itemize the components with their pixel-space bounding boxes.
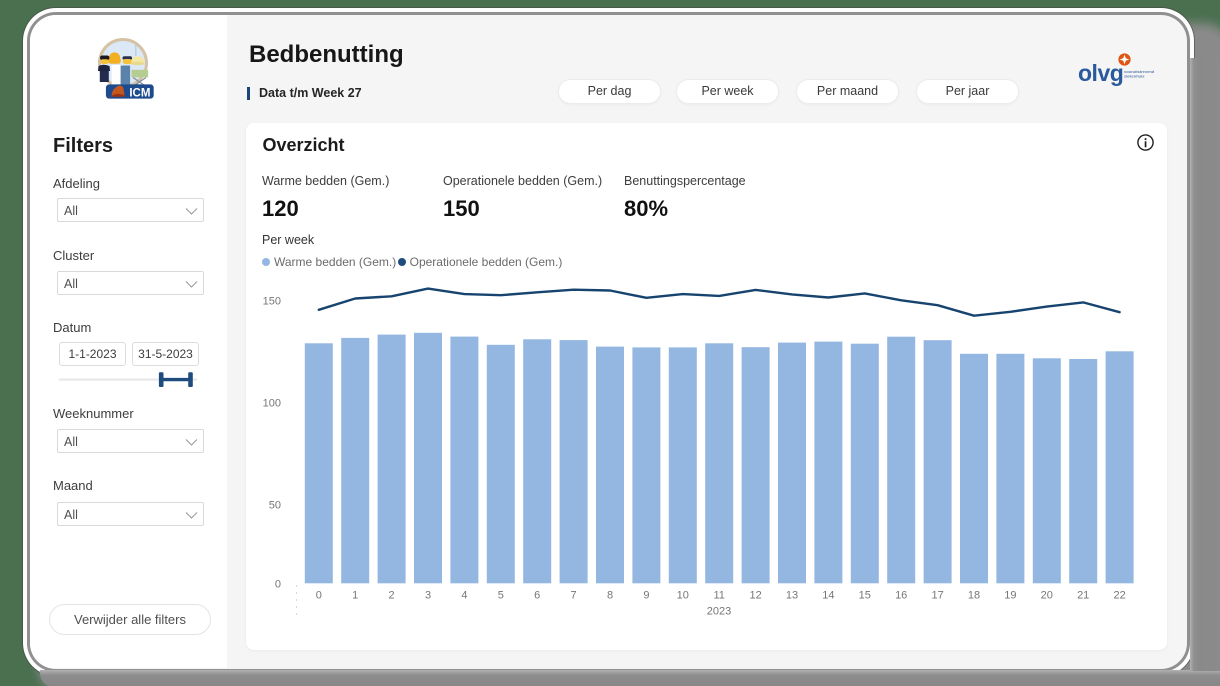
svg-text:1: 1: [352, 590, 358, 602]
svg-text:15: 15: [859, 590, 871, 602]
svg-text:17: 17: [931, 590, 943, 602]
svg-text:14: 14: [822, 590, 834, 602]
svg-text:ICM: ICM: [129, 87, 150, 99]
svg-text:5: 5: [498, 590, 504, 602]
svg-text:2023: 2023: [707, 606, 731, 618]
svg-text:3: 3: [425, 590, 431, 602]
svg-text:20: 20: [1041, 590, 1053, 602]
svg-text:10: 10: [677, 590, 689, 602]
svg-text:8: 8: [607, 590, 613, 602]
svg-text:12: 12: [749, 590, 761, 602]
svg-text:19: 19: [1004, 590, 1016, 602]
svg-text:21: 21: [1077, 590, 1089, 602]
svg-text:6: 6: [534, 590, 540, 602]
svg-text:9: 9: [643, 590, 649, 602]
svg-text:150: 150: [263, 295, 281, 307]
svg-text:4: 4: [461, 590, 467, 602]
svg-text:18: 18: [968, 590, 980, 602]
svg-text:2: 2: [389, 590, 395, 602]
svg-text:0: 0: [275, 578, 281, 590]
svg-text:13: 13: [786, 590, 798, 602]
svg-text:7: 7: [571, 590, 577, 602]
svg-text:11: 11: [713, 590, 724, 602]
svg-text:100: 100: [263, 398, 281, 410]
svg-text:16: 16: [895, 590, 907, 602]
svg-text:22: 22: [1113, 590, 1125, 602]
svg-text:50: 50: [269, 500, 281, 512]
svg-text:0: 0: [316, 590, 322, 602]
